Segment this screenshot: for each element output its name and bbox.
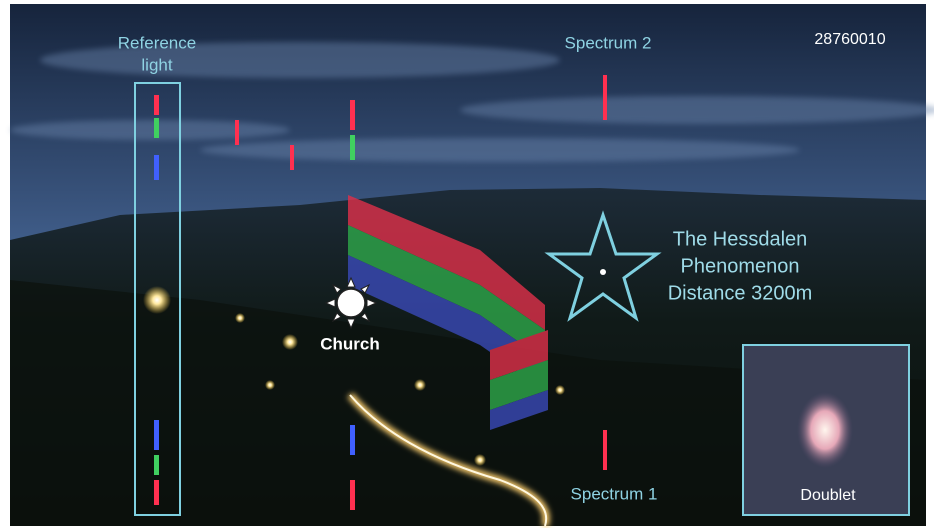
reference-spectra — [154, 75, 607, 510]
spectrum-1-label: Spectrum 1 — [571, 484, 658, 503]
phenomenon-light — [600, 269, 606, 275]
spectrum-band — [348, 195, 548, 430]
valley — [10, 280, 926, 526]
church-label: Church — [320, 334, 380, 353]
reference-box — [134, 82, 181, 516]
spectrum-2-label: Spectrum 2 — [565, 33, 652, 52]
reference-label: Reference — [118, 33, 196, 52]
phenomenon-label: The Hessdalen — [673, 228, 808, 250]
church-icon — [324, 276, 378, 330]
phenomenon-label: Phenomenon — [681, 255, 800, 277]
clouds — [10, 42, 934, 162]
reference-label: light — [141, 55, 172, 74]
doublet-image — [797, 392, 853, 468]
frame-id: 28760010 — [814, 31, 885, 48]
road-core — [349, 394, 548, 527]
phenomenon-label: Distance 3200m — [668, 282, 813, 304]
star-marker — [544, 210, 662, 322]
doublet-label: Doublet — [800, 487, 856, 504]
town-lights — [143, 286, 565, 466]
